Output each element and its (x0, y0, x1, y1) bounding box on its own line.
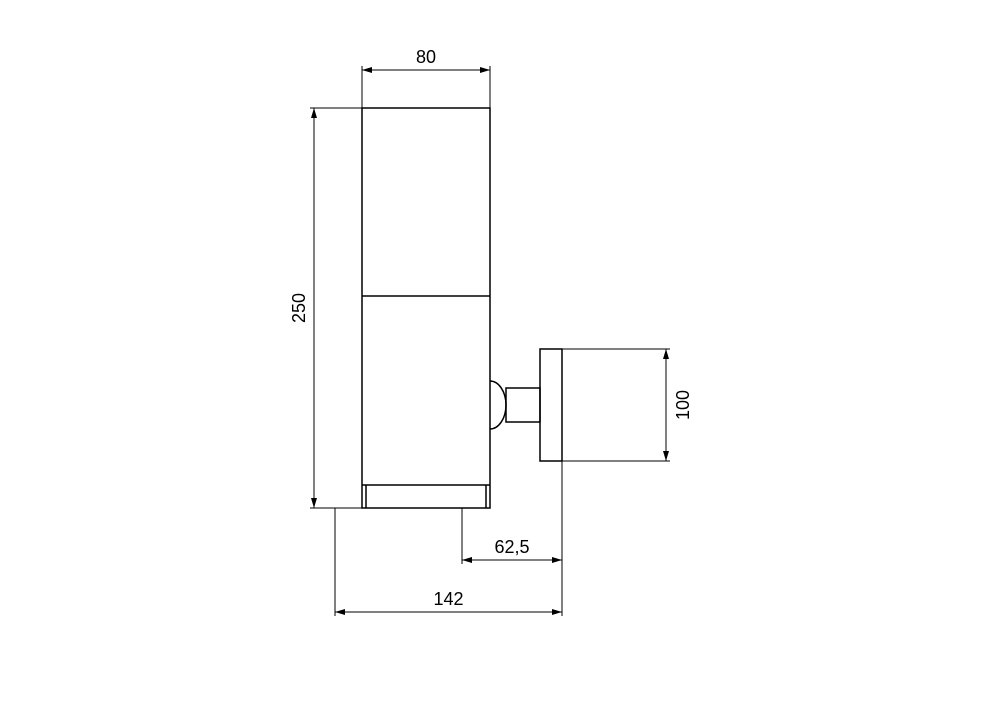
dim-62-5: 62,5 (494, 537, 529, 557)
technical-drawing: 80 250 100 62,5 142 (0, 0, 1000, 706)
dim-142: 142 (433, 589, 463, 609)
arm (506, 388, 540, 422)
main-body (362, 108, 490, 508)
mount-plate (540, 349, 562, 461)
dim-80: 80 (416, 47, 436, 67)
dim-100: 100 (673, 390, 693, 420)
dim-250: 250 (289, 293, 309, 323)
collar-ring (490, 381, 506, 429)
